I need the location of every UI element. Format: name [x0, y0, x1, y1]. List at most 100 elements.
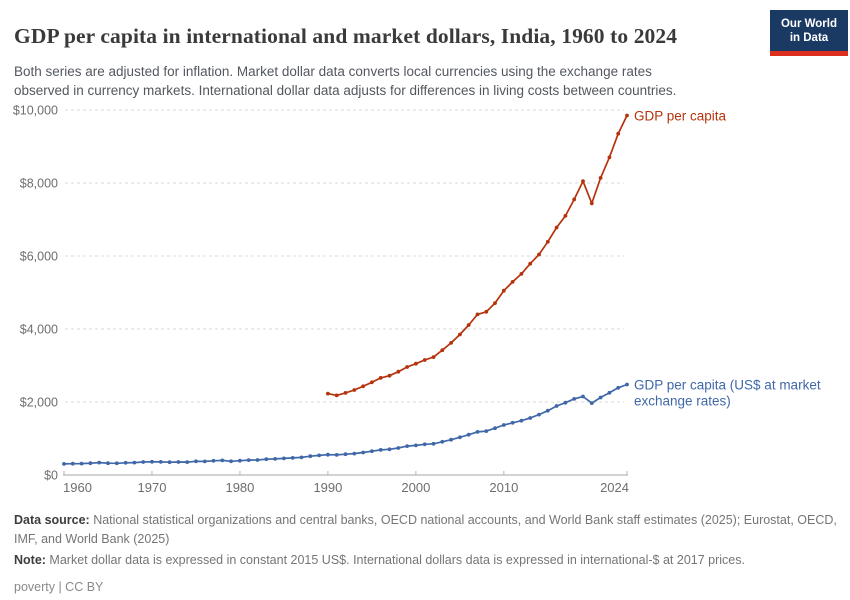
- data-point[interactable]: [598, 395, 603, 400]
- data-point[interactable]: [519, 272, 524, 276]
- data-point[interactable]: [176, 460, 181, 464]
- data-point[interactable]: [458, 332, 462, 337]
- data-point[interactable]: [167, 460, 172, 465]
- data-point[interactable]: [616, 385, 621, 390]
- data-point[interactable]: [370, 449, 374, 454]
- data-point[interactable]: [229, 459, 234, 464]
- data-point[interactable]: [352, 451, 357, 456]
- data-point[interactable]: [484, 309, 489, 314]
- data-point[interactable]: [150, 459, 154, 464]
- data-point[interactable]: [414, 443, 418, 448]
- data-point[interactable]: [70, 461, 75, 466]
- data-point[interactable]: [387, 447, 392, 452]
- data-point[interactable]: [581, 179, 585, 184]
- data-point[interactable]: [405, 365, 409, 369]
- data-point[interactable]: [282, 456, 286, 461]
- data-point[interactable]: [554, 404, 559, 408]
- data-point[interactable]: [528, 261, 533, 266]
- data-point[interactable]: [370, 380, 374, 385]
- data-point[interactable]: [88, 461, 93, 466]
- data-point[interactable]: [106, 461, 110, 466]
- data-point[interactable]: [343, 452, 348, 457]
- data-point[interactable]: [343, 391, 348, 395]
- data-point[interactable]: [493, 426, 497, 431]
- data-point[interactable]: [625, 382, 629, 387]
- data-point[interactable]: [466, 323, 471, 327]
- data-point[interactable]: [422, 442, 427, 447]
- data-point[interactable]: [563, 400, 568, 405]
- data-point[interactable]: [563, 214, 568, 218]
- data-point[interactable]: [378, 376, 383, 380]
- data-point[interactable]: [475, 430, 480, 434]
- data-point[interactable]: [537, 412, 541, 417]
- data-point[interactable]: [185, 460, 190, 464]
- data-point[interactable]: [317, 453, 321, 458]
- data-point[interactable]: [501, 423, 506, 427]
- data-point[interactable]: [589, 401, 594, 405]
- data-point[interactable]: [238, 458, 242, 463]
- data-point[interactable]: [422, 358, 427, 362]
- data-point[interactable]: [545, 408, 550, 413]
- data-point[interactable]: [431, 355, 436, 359]
- data-point[interactable]: [545, 239, 550, 244]
- data-point[interactable]: [361, 450, 365, 455]
- data-point[interactable]: [158, 460, 163, 464]
- data-point[interactable]: [334, 453, 339, 457]
- data-point[interactable]: [396, 446, 401, 450]
- data-point[interactable]: [625, 113, 629, 118]
- data-point[interactable]: [528, 416, 533, 420]
- data-point[interactable]: [378, 448, 383, 452]
- data-point[interactable]: [572, 397, 577, 401]
- data-point[interactable]: [246, 458, 251, 462]
- data-point[interactable]: [361, 384, 365, 389]
- license-line[interactable]: poverty | CC BY: [14, 579, 104, 594]
- data-point[interactable]: [308, 454, 313, 459]
- data-point[interactable]: [475, 312, 480, 317]
- data-point[interactable]: [123, 460, 128, 465]
- data-point[interactable]: [458, 435, 462, 440]
- data-point[interactable]: [202, 459, 207, 464]
- data-point[interactable]: [290, 456, 295, 460]
- data-point[interactable]: [220, 458, 225, 463]
- data-point[interactable]: [132, 460, 137, 465]
- data-point[interactable]: [581, 394, 585, 399]
- data-point[interactable]: [396, 369, 401, 374]
- data-point[interactable]: [326, 391, 330, 396]
- data-point[interactable]: [484, 429, 489, 433]
- data-point[interactable]: [607, 390, 612, 395]
- data-point[interactable]: [141, 460, 146, 464]
- data-point[interactable]: [273, 457, 277, 461]
- data-point[interactable]: [466, 432, 471, 437]
- data-point[interactable]: [414, 361, 418, 366]
- data-point[interactable]: [572, 197, 577, 202]
- data-point[interactable]: [501, 288, 506, 293]
- data-point[interactable]: [387, 373, 392, 378]
- data-point[interactable]: [79, 461, 84, 466]
- data-point[interactable]: [554, 225, 559, 230]
- data-point[interactable]: [352, 388, 357, 392]
- data-point[interactable]: [431, 441, 436, 446]
- data-point[interactable]: [211, 458, 216, 463]
- data-point[interactable]: [616, 131, 621, 136]
- data-point[interactable]: [264, 457, 269, 462]
- owid-logo[interactable]: Our World in Data: [770, 10, 848, 56]
- data-point[interactable]: [334, 393, 339, 398]
- data-point[interactable]: [598, 176, 603, 180]
- data-point[interactable]: [510, 280, 515, 284]
- data-point[interactable]: [440, 439, 445, 444]
- data-point[interactable]: [449, 341, 453, 345]
- data-point[interactable]: [510, 420, 515, 425]
- data-point[interactable]: [255, 458, 260, 462]
- data-point[interactable]: [589, 201, 594, 206]
- data-point[interactable]: [440, 348, 445, 353]
- data-point[interactable]: [299, 455, 304, 460]
- data-point[interactable]: [493, 301, 497, 305]
- data-point[interactable]: [537, 252, 541, 257]
- data-point[interactable]: [449, 437, 453, 442]
- data-point[interactable]: [97, 460, 102, 465]
- data-point[interactable]: [405, 444, 409, 448]
- data-point[interactable]: [607, 155, 612, 160]
- data-point[interactable]: [62, 462, 66, 466]
- data-point[interactable]: [114, 461, 119, 466]
